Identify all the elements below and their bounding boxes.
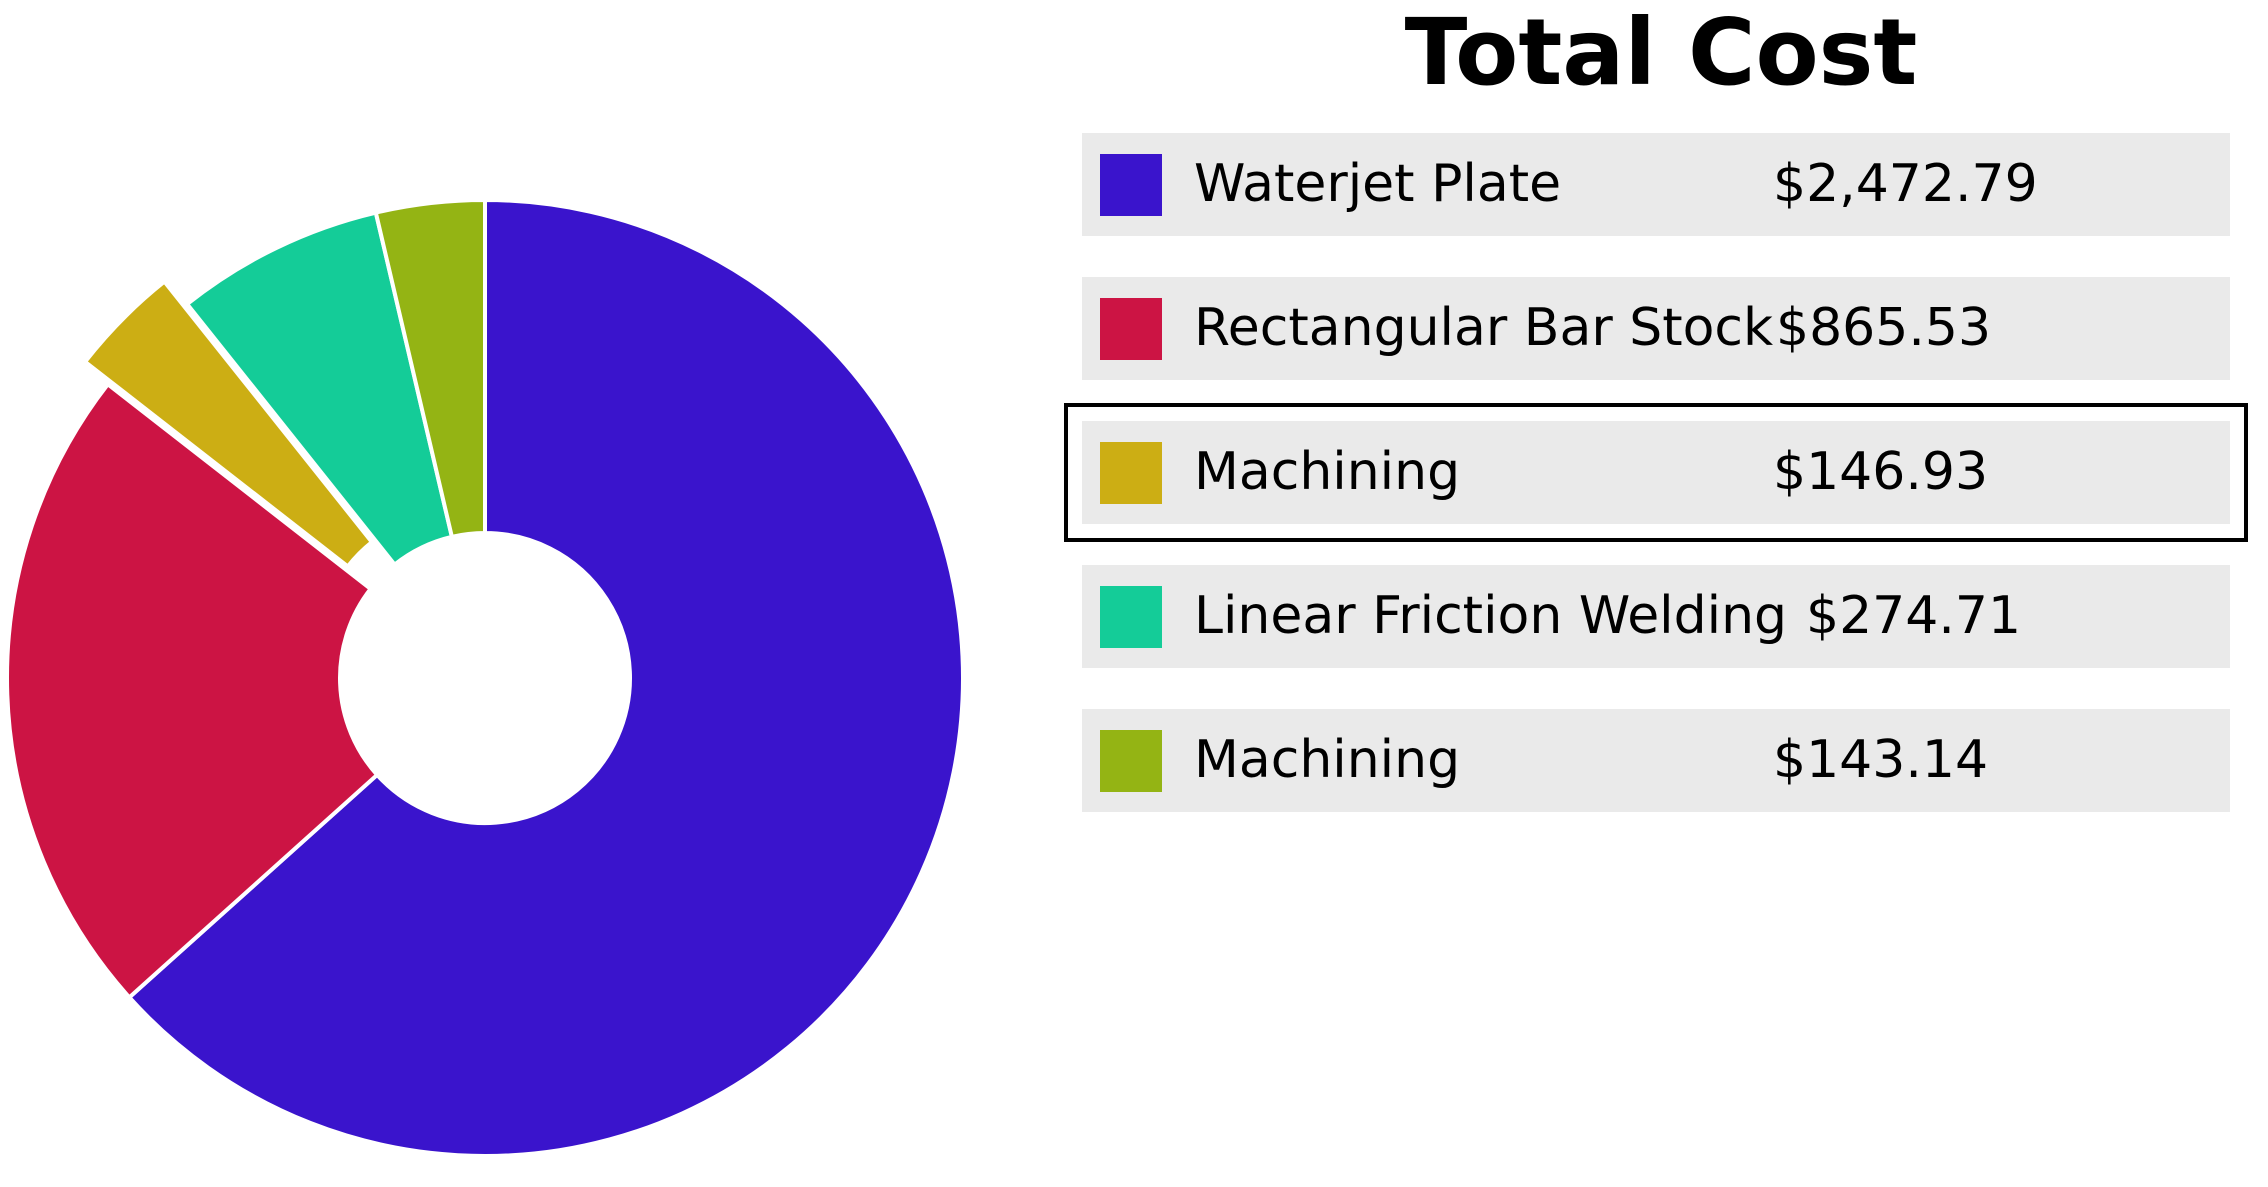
legend: Waterjet Plate $2,472.79 Rectangular Bar… [1064,133,2248,853]
legend-label: Linear Friction Welding [1194,586,1788,646]
legend-label: Waterjet Plate [1194,154,1562,214]
legend-value: $2,472.79 [1773,154,2038,214]
legend-swatch [1100,586,1162,648]
donut-slice-machining-2[interactable] [83,279,374,569]
legend-swatch [1100,730,1162,792]
legend-swatch [1100,298,1162,360]
legend-item-machining-2[interactable]: Machining $143.14 [1082,709,2230,812]
legend-item-rectangular-bar-stock[interactable]: Rectangular Bar Stock $865.53 [1082,277,2230,380]
legend-item-waterjet-plate[interactable]: Waterjet Plate $2,472.79 [1082,133,2230,236]
legend-label: Rectangular Bar Stock [1194,298,1774,358]
donut-slice-linear-friction-welding-3[interactable] [185,210,454,567]
legend-swatch [1100,154,1162,216]
donut-slice-rectangular-bar-stock-1[interactable] [5,382,380,1000]
legend-label: Machining [1194,730,1461,790]
legend-value: $274.71 [1806,586,2022,646]
legend-swatch [1100,442,1162,504]
legend-value: $143.14 [1773,730,1989,790]
legend-item-linear-friction-welding[interactable]: Linear Friction Welding $274.71 [1082,565,2230,668]
donut-slices [5,198,965,1158]
donut-slice-machining-4[interactable] [373,198,487,539]
chart-title: Total Cost [1404,0,1918,106]
donut-chart [5,198,965,1158]
legend-value: $146.93 [1773,442,1989,502]
legend-value: $865.53 [1776,298,1992,358]
legend-item-machining-1[interactable]: Machining $146.93 [1064,403,2248,542]
legend-label: Machining [1194,442,1461,502]
donut-slice-waterjet-plate-0[interactable] [127,198,965,1158]
